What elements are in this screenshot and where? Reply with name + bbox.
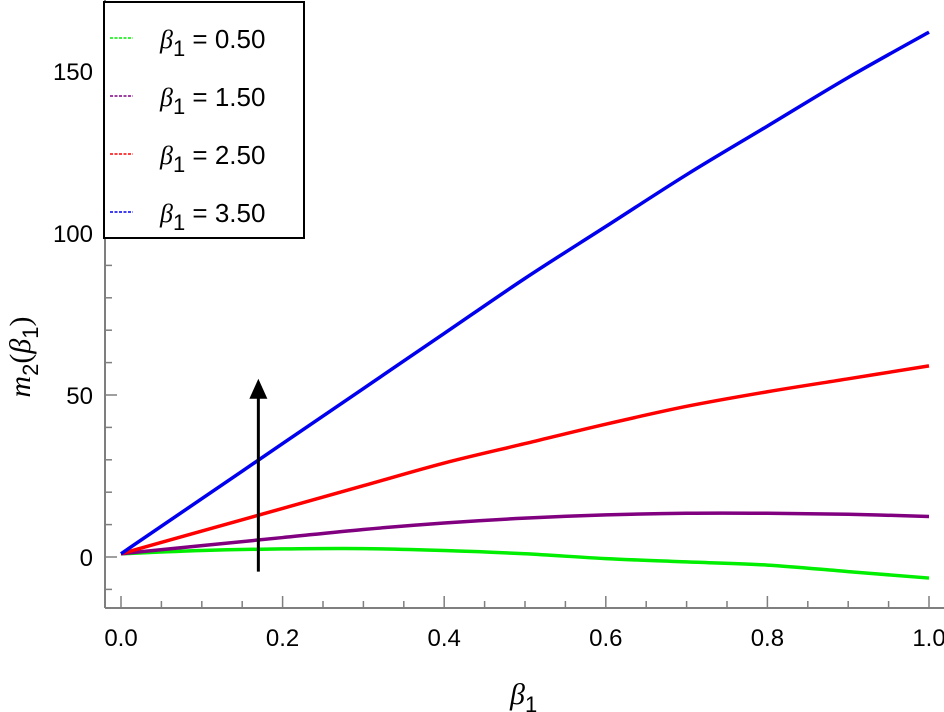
legend-label: β1 = 3.50 [159,198,265,235]
y-tick-label: 0 [80,545,93,572]
legend-label: β1 = 1.50 [159,82,265,119]
legend: β1 = 0.50 β1 = 1.50 β1 = 2.50 β1 = 3.50 [103,1,305,239]
y-tick-label: 50 [66,383,93,410]
x-tick-label: 0.2 [266,625,299,652]
y-axis-title: m2(β1) [4,316,43,397]
x-tick-label: 0.0 [104,625,137,652]
legend-label: β1 = 2.50 [159,140,265,177]
arrow-head [249,378,268,399]
series-line-3 [120,364,930,556]
y-tick-label: 150 [53,59,93,86]
series-line-1 [120,546,930,580]
series-line-2 [120,511,930,556]
x-axis-title: β1 [509,678,537,712]
legend-box [103,1,305,239]
legend-label: β1 = 0.50 [159,24,265,61]
x-tick-label: 0.8 [751,625,784,652]
annotation-arrow [249,378,268,572]
y-tick-label: 100 [53,221,93,248]
x-tick-label: 0.4 [428,625,461,652]
x-axis-ticks: 0.0 0.2 0.4 0.6 0.8 1.0 [104,596,944,652]
x-tick-label: 0.6 [589,625,622,652]
x-tick-label: 1.0 [912,625,944,652]
